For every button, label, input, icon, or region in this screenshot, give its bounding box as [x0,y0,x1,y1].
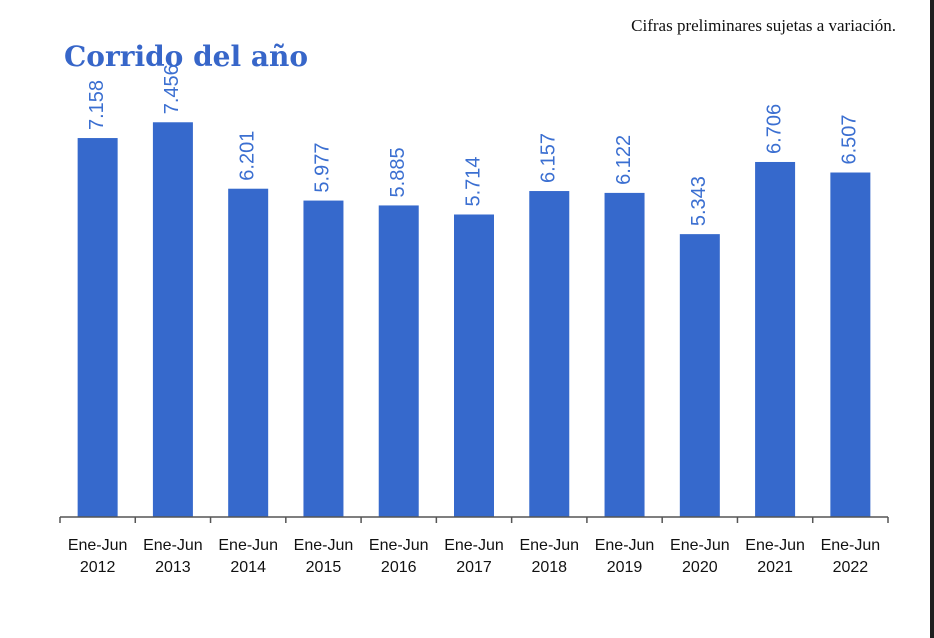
category-label-2019: Ene-Jun 2019 [595,537,655,576]
category-label-2016: Ene-Jun 2016 [369,537,429,576]
value-label-2019: 6.122 [613,135,635,185]
bar-2014 [228,188,269,517]
category-label-2021: Ene-Jun 2021 [745,537,805,576]
bar-2018 [529,191,570,517]
category-label-2017: Ene-Jun 2017 [444,537,504,576]
value-label-2020: 5.343 [688,176,710,226]
value-label-2016: 5.885 [387,147,409,197]
category-label-2014: Ene-Jun 2014 [218,537,278,576]
bar-2021 [755,161,796,517]
bar-2022 [830,172,871,517]
category-label-2012: Ene-Jun 2012 [68,537,128,576]
value-label-2022: 6.507 [839,114,861,164]
value-label-2015: 5.977 [312,143,334,193]
category-label-2013: Ene-Jun 2013 [143,537,203,576]
bar-2015 [303,200,344,517]
x-axis [59,516,889,523]
bar-2016 [378,205,419,518]
category-label-2015: Ene-Jun 2015 [294,537,354,576]
chart-title: Corrido del año [64,40,309,73]
preliminary-note: Cifras preliminares sujetas a variación. [631,16,896,35]
category-label-2020: Ene-Jun 2020 [670,537,730,576]
value-label-2017: 5.714 [462,156,484,206]
bar-2013 [152,122,193,517]
category-label-2022: Ene-Jun 2022 [821,537,881,576]
window-edge [930,0,934,638]
value-label-2014: 6.201 [236,131,258,181]
value-label-2021: 6.706 [763,104,785,154]
bar-2020 [679,234,720,517]
value-labels-group: 7.158 7.456 6.201 5.977 5.885 5.714 6.157 6.122… [86,64,861,226]
bar-2019 [604,192,645,518]
bar-2012 [77,138,118,517]
bars-group [77,122,871,518]
bar-2017 [454,214,494,517]
category-label-2018: Ene-Jun 2018 [519,537,579,576]
value-label-2012: 7.158 [86,80,108,130]
value-label-2013: 7.456 [161,64,183,114]
value-label-2018: 6.157 [538,133,560,183]
category-labels-group: Ene-Jun 2012 Ene-Jun 2013 Ene-Jun 2014 Ene-Jun… [68,537,880,576]
